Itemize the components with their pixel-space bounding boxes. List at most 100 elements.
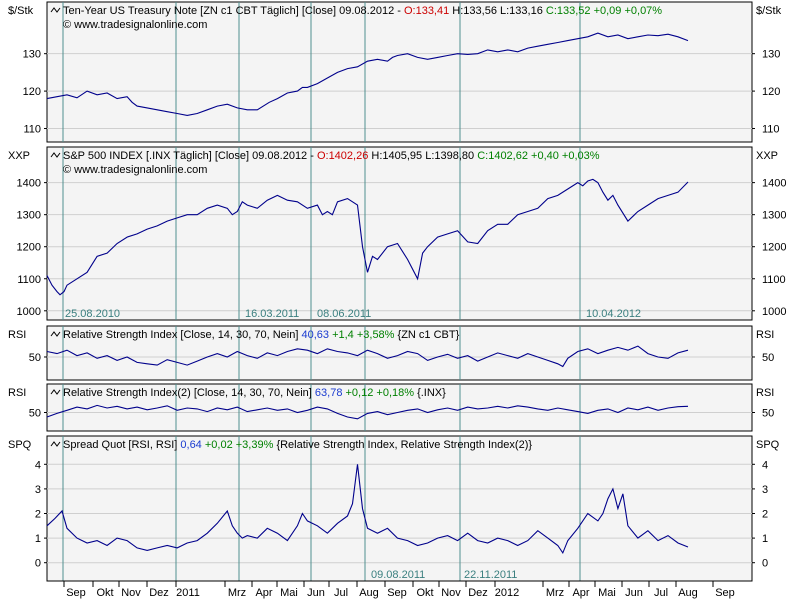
y-tick-label: 120 [23,86,41,98]
line-series-icon [50,7,61,13]
y-tick-label: 1000 [17,306,41,318]
y-tick-label: 3 [35,484,41,496]
title-high-low: H:1405,95 L:1398,80 [368,150,477,162]
x-tick-label: Dez [149,587,169,599]
x-tick-label: Jul [334,587,348,599]
y-tick-label: 1100 [762,274,786,286]
title-open: O:133,41 [404,5,449,17]
x-tick-label: Sep [66,587,86,599]
watermark: © www.tradesignalonline.com [63,164,207,176]
date-marker-label: 08.06.2011 [317,308,371,320]
y-tick-label: 1300 [762,210,786,222]
date-marker-label: 22.11.2011 [464,569,517,581]
title-suffix: {ZN c1 CBT} [398,329,460,341]
unit-label-right: XXP [756,150,778,162]
x-tick-label: 2012 [495,587,519,599]
unit-label-right: RSI [756,387,774,399]
y-tick-label: 1300 [17,210,41,222]
y-tick-label: 1 [35,533,41,545]
y-tick-label: 130 [762,49,780,61]
x-tick-label: 2011 [176,587,200,599]
unit-label-left: $/Stk [8,5,34,17]
x-tick-label: Aug [678,587,698,599]
y-tick-label: 4 [762,459,768,471]
date-marker-label: 10.04.2012 [586,308,641,320]
panel-title: Spread Quot [RSI, RSI] 0,64 +0,02 +3,39%… [63,439,532,451]
y-tick-label: 1200 [762,242,786,254]
watermark: © www.tradesignalonline.com [63,19,207,31]
series-line-rsi2 [46,404,689,420]
panel-title: S&P 500 INDEX [.INX Täglich] [Close] 09.… [63,150,600,162]
y-tick-label: 110 [23,124,41,136]
unit-label-right: $/Stk [756,5,782,17]
y-tick-label: 50 [762,408,774,420]
y-tick-label: 1000 [762,306,786,318]
series-line-spread [46,464,689,555]
panel-treasury: 110 110 120 120 130 130 $/Stk $/Stk Ten-Year US … [8,1,782,143]
y-tick-label: 2 [35,509,41,521]
series-line-rsi1 [46,345,689,368]
panel-title: Relative Strength Index [Close, 14, 30, … [63,329,460,341]
unit-label-left: SPQ [8,439,32,451]
title-change: +0,02 +3,39% [202,439,277,451]
title-text: Ten-Year US Treasury Note [ZN c1 CBT Täg… [63,5,404,17]
line-series-icon [50,389,61,395]
y-tick-label: 0 [35,558,41,570]
y-tick-label: 4 [35,459,41,471]
date-marker-label: 16.03.2011 [245,308,299,320]
x-tick-label: Okt [416,587,433,599]
date-marker-label: 09.08.2011 [371,569,425,581]
title-change: +0,12 +0,18% [342,387,417,399]
panel-title: Relative Strength Index(2) [Close, 14, 3… [63,387,446,399]
series-line-sp500 [46,178,689,296]
panel-title: Ten-Year US Treasury Note [ZN c1 CBT Täg… [63,5,662,17]
title-open: O:1402,26 [317,150,368,162]
panel-sp500: 1000 1000 1100 1100 1200 1200 1300 1300 1400 1400… [8,146,786,321]
title-change: +1,4 +3,58% [329,329,398,341]
x-tick-label: Apr [255,587,272,599]
line-series-icon [50,441,61,447]
title-text: Relative Strength Index(2) [Close, 14, 3… [63,387,315,399]
x-tick-label: Jul [654,587,668,599]
panel-frame [46,146,753,321]
x-tick-label: Nov [121,587,141,599]
unit-label-right: RSI [756,329,774,341]
panel-frame [46,435,753,582]
unit-label-left: RSI [8,329,26,341]
unit-label-left: XXP [8,150,30,162]
panel-frame [46,1,753,143]
x-tick-label: Sep [387,587,407,599]
y-tick-label: 1 [762,533,768,545]
series-line-treasury [46,32,689,116]
y-tick-label: 120 [762,86,780,98]
title-suffix: {Relative Strength Index, Relative Stren… [276,439,532,451]
unit-label-left: RSI [8,387,26,399]
x-tick-label: Mrz [228,587,246,599]
y-tick-label: 1200 [17,242,41,254]
date-marker-label: 25.08.2010 [65,308,120,320]
y-tick-label: 50 [29,408,41,420]
y-tick-label: 1100 [17,274,41,286]
y-tick-label: 3 [762,484,768,496]
title-text: S&P 500 INDEX [.INX Täglich] [Close] 09.… [63,150,317,162]
y-tick-label: 50 [762,352,774,364]
x-tick-label: Apr [572,587,589,599]
y-tick-label: 1400 [17,178,41,190]
x-tick-label: Nov [441,587,461,599]
y-tick-label: 130 [23,49,41,61]
y-tick-label: 1400 [762,178,786,190]
x-tick-label: Aug [359,587,379,599]
panel-frame [46,383,753,432]
y-tick-label: 110 [762,124,780,136]
line-series-icon [50,152,61,158]
title-close: C:133,52 +0,09 +0,07% [546,5,662,17]
title-suffix: {.INX} [417,387,446,399]
title-high-low: H:133,56 L:133,16 [449,5,546,17]
title-value: 40,63 [301,329,329,341]
x-tick-label: Mai [598,587,616,599]
x-tick-label: Dez [468,587,488,599]
